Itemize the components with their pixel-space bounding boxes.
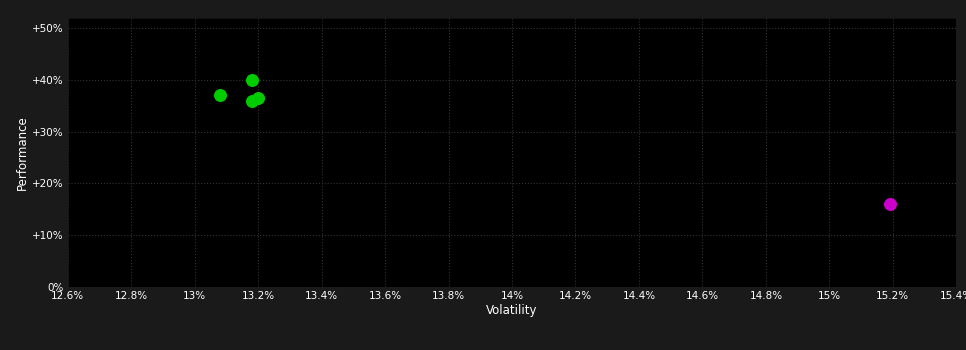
X-axis label: Volatility: Volatility bbox=[486, 304, 538, 317]
Point bbox=[244, 99, 260, 104]
Y-axis label: Performance: Performance bbox=[16, 115, 29, 190]
Point bbox=[882, 201, 897, 207]
Point bbox=[250, 95, 266, 101]
Point bbox=[244, 77, 260, 83]
Point bbox=[213, 92, 228, 98]
